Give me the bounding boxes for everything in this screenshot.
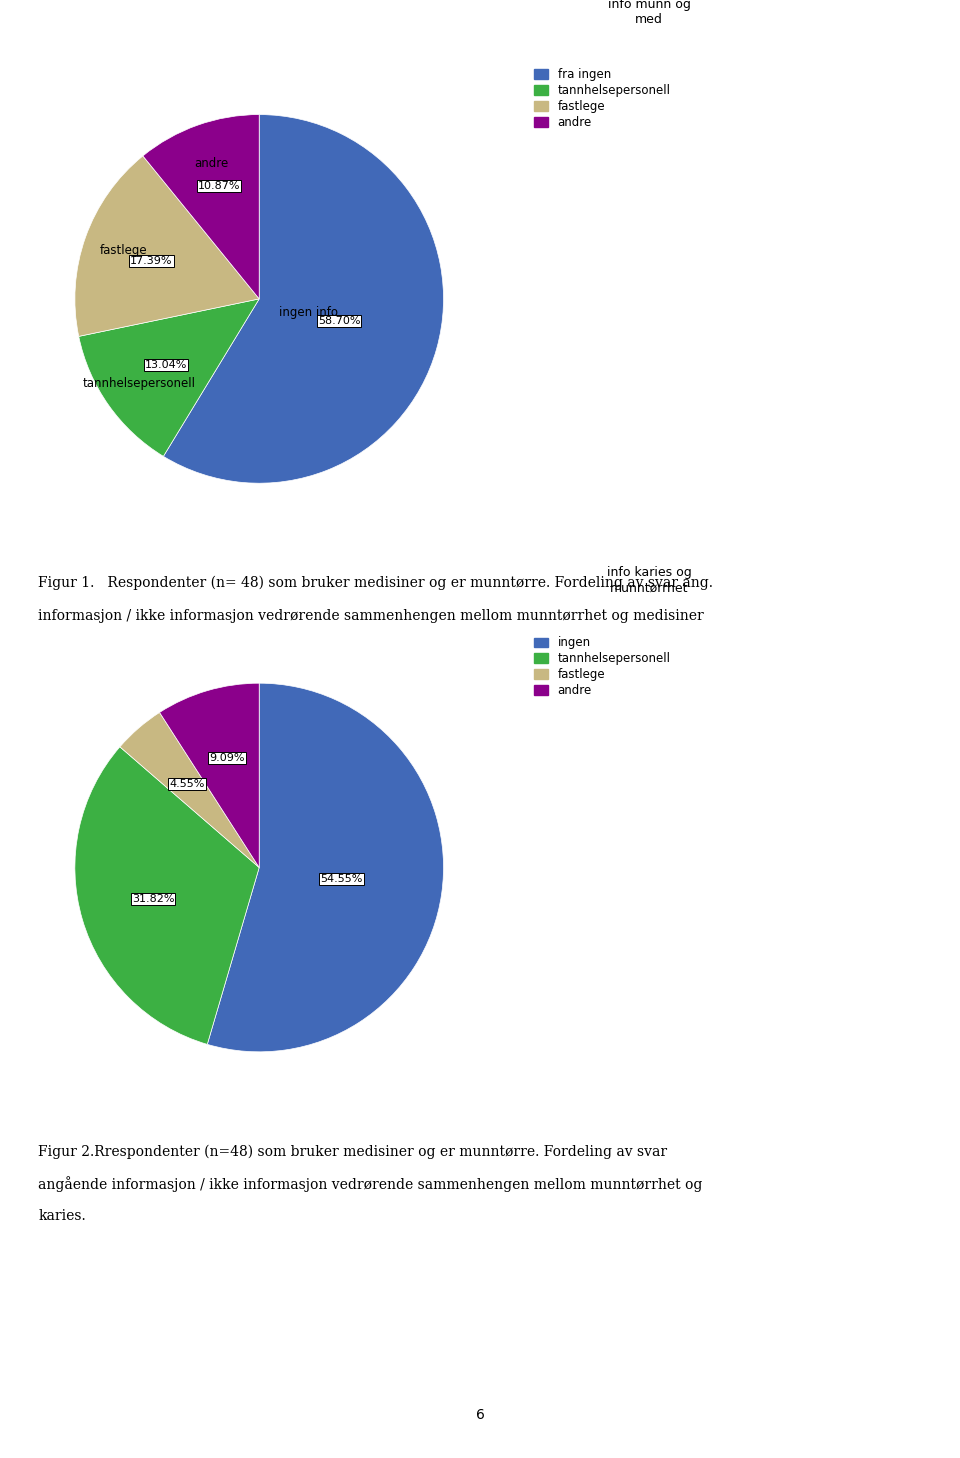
Text: 54.55%: 54.55% (320, 875, 363, 885)
Wedge shape (75, 156, 259, 337)
Text: Figur 2.Rrespondenter (n=48) som bruker medisiner og er munntørre. Fordeling av : Figur 2.Rrespondenter (n=48) som bruker … (38, 1145, 667, 1159)
Wedge shape (159, 684, 259, 868)
Text: 13.04%: 13.04% (145, 360, 187, 370)
Text: ingen info: ingen info (279, 306, 338, 319)
Text: Figur 1.   Respondenter (n= 48) som bruker medisiner og er munntørre. Fordeling : Figur 1. Respondenter (n= 48) som bruker… (38, 576, 713, 590)
Text: 6: 6 (475, 1407, 485, 1422)
Text: informasjon / ikke informasjon vedrørende sammenhengen mellom munntørrhet og med: informasjon / ikke informasjon vedrørend… (38, 609, 704, 624)
Legend: fra ingen, tannhelsepersonell, fastlege, andre: fra ingen, tannhelsepersonell, fastlege,… (534, 69, 670, 128)
Wedge shape (79, 299, 259, 456)
Wedge shape (163, 115, 444, 483)
Text: tannhelsepersonell: tannhelsepersonell (83, 378, 195, 391)
Wedge shape (120, 713, 259, 868)
Wedge shape (75, 746, 259, 1044)
Text: karies.: karies. (38, 1209, 86, 1223)
Legend: ingen, tannhelsepersonell, fastlege, andre: ingen, tannhelsepersonell, fastlege, and… (534, 637, 670, 697)
Text: 4.55%: 4.55% (169, 779, 204, 789)
Wedge shape (207, 684, 444, 1051)
Text: fastlege: fastlege (100, 245, 148, 257)
Text: angående informasjon / ikke informasjon vedrørende sammenhengen mellom munntørrh: angående informasjon / ikke informasjon … (38, 1177, 703, 1193)
Text: andre: andre (194, 157, 228, 171)
Text: 9.09%: 9.09% (209, 752, 245, 763)
Text: 10.87%: 10.87% (198, 181, 240, 191)
Text: 17.39%: 17.39% (131, 255, 173, 265)
Wedge shape (143, 115, 259, 299)
Text: info karies og
munntørrhet: info karies og munntørrhet (607, 566, 691, 595)
Text: 58.70%: 58.70% (318, 316, 360, 327)
Text: info munn og
med: info munn og med (608, 0, 690, 25)
Text: 31.82%: 31.82% (132, 894, 175, 904)
